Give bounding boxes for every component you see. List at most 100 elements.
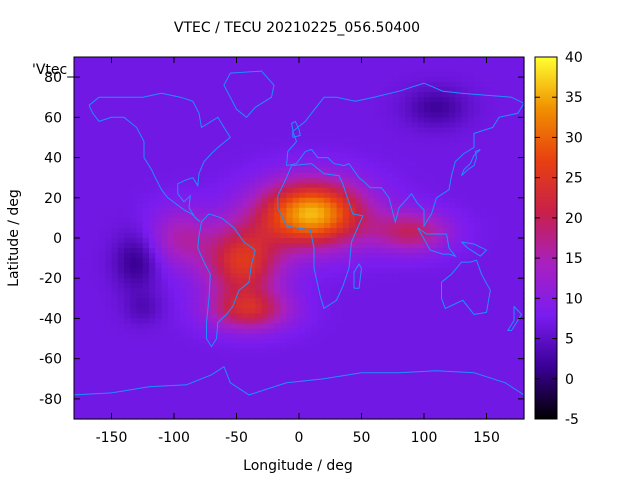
heatmap-cell	[399, 107, 406, 113]
heatmap-cell	[230, 368, 238, 375]
heatmap-cell	[355, 122, 363, 128]
heatmap-cell	[80, 187, 88, 194]
heatmap-cell	[492, 283, 500, 289]
heatmap-cell	[311, 132, 319, 139]
heatmap-cell	[86, 167, 94, 174]
heatmap-cell	[186, 393, 194, 400]
heatmap-cell	[111, 278, 119, 284]
heatmap-cell	[449, 112, 456, 118]
heatmap-cell	[274, 378, 281, 385]
heatmap-cell	[411, 192, 419, 199]
heatmap-cell	[211, 112, 219, 118]
heatmap-cell	[480, 318, 488, 325]
heatmap-cell	[136, 298, 144, 304]
heatmap-cell	[330, 338, 338, 345]
heatmap-cell	[142, 107, 150, 113]
heatmap-cell	[192, 243, 200, 249]
heatmap-cell	[242, 323, 250, 330]
heatmap-cell	[280, 142, 288, 149]
heatmap-cell	[449, 152, 456, 159]
heatmap-cell	[417, 152, 425, 159]
heatmap-cell	[236, 147, 244, 154]
heatmap-cell	[411, 348, 419, 355]
heatmap-cell	[336, 157, 344, 164]
heatmap-cell	[474, 117, 481, 123]
heatmap-cell	[99, 328, 106, 335]
heatmap-cell	[311, 323, 319, 330]
heatmap-cell	[399, 368, 406, 375]
heatmap-cell	[474, 348, 481, 355]
heatmap-cell	[455, 82, 463, 88]
heatmap-cell	[167, 368, 175, 375]
heatmap-cell	[392, 243, 400, 249]
heatmap-cell	[449, 147, 456, 154]
heatmap-cell	[167, 122, 175, 128]
heatmap-cell	[411, 122, 419, 128]
heatmap-cell	[324, 82, 331, 88]
heatmap-cell	[167, 388, 175, 395]
heatmap-cell	[186, 117, 194, 123]
heatmap-cell	[236, 122, 244, 128]
heatmap-cell	[80, 192, 88, 199]
heatmap-cell	[217, 77, 225, 83]
heatmap-cell	[167, 147, 175, 154]
heatmap-cell	[199, 167, 206, 174]
heatmap-cell	[386, 107, 394, 113]
heatmap-cell	[355, 363, 363, 370]
heatmap-cell	[380, 328, 388, 335]
heatmap-cell	[392, 232, 400, 239]
heatmap-cell	[249, 398, 256, 405]
heatmap-cell	[461, 393, 469, 400]
heatmap-cell	[242, 182, 250, 189]
heatmap-cell	[349, 248, 356, 254]
heatmap-cell	[111, 373, 119, 380]
heatmap-cell	[311, 318, 319, 325]
heatmap-cell	[305, 97, 313, 103]
heatmap-cell	[349, 117, 356, 123]
heatmap-cell	[80, 318, 88, 325]
heatmap-cell	[374, 222, 381, 229]
heatmap-cell	[230, 92, 238, 98]
heatmap-cell	[517, 278, 525, 284]
heatmap-cell	[342, 268, 350, 274]
heatmap-cell	[355, 152, 363, 159]
heatmap-cell	[342, 358, 350, 365]
heatmap-cell	[261, 207, 269, 214]
heatmap-cell	[124, 263, 131, 269]
heatmap-cell	[92, 137, 100, 144]
heatmap-cell	[299, 72, 306, 78]
heatmap-cell	[149, 162, 156, 169]
heatmap-cell	[449, 348, 456, 355]
heatmap-cell	[324, 298, 331, 304]
heatmap-cell	[224, 388, 231, 395]
heatmap-cell	[499, 383, 506, 390]
heatmap-cell	[249, 263, 256, 269]
heatmap-cell	[174, 57, 181, 63]
heatmap-cell	[74, 57, 81, 63]
heatmap-cell	[236, 403, 244, 410]
heatmap-cell	[99, 192, 106, 199]
heatmap-cell	[399, 102, 406, 108]
heatmap-cell	[449, 142, 456, 149]
heatmap-cell	[255, 238, 263, 244]
heatmap-cell	[455, 62, 463, 68]
heatmap-cell	[211, 227, 219, 234]
heatmap-cell	[80, 107, 88, 113]
heatmap-cell	[174, 253, 181, 259]
heatmap-cell	[330, 278, 338, 284]
heatmap-cell	[374, 92, 381, 98]
heatmap-cell	[442, 278, 450, 284]
heatmap-cell	[436, 152, 444, 159]
heatmap-cell	[417, 238, 425, 244]
heatmap-cell	[449, 238, 456, 244]
heatmap-cell	[330, 358, 338, 365]
heatmap-cell	[361, 368, 369, 375]
heatmap-cell	[180, 238, 188, 244]
heatmap-cell	[230, 393, 238, 400]
heatmap-cell	[192, 177, 200, 184]
heatmap-cell	[74, 273, 81, 279]
heatmap-cell	[499, 288, 506, 294]
heatmap-cell	[255, 227, 263, 234]
heatmap-cell	[374, 273, 381, 279]
heatmap-cell	[367, 393, 375, 400]
